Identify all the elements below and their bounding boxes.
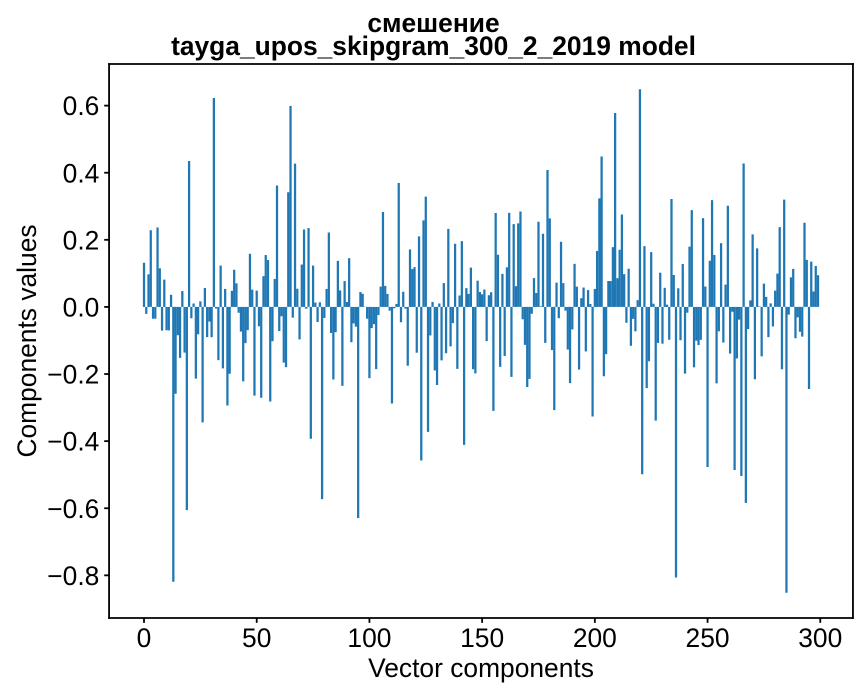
svg-text:0.4: 0.4 xyxy=(63,158,100,188)
svg-text:100: 100 xyxy=(347,623,391,653)
svg-text:−0.4: −0.4 xyxy=(47,427,99,457)
svg-text:250: 250 xyxy=(686,623,730,653)
svg-text:−0.2: −0.2 xyxy=(47,360,99,390)
svg-text:0.2: 0.2 xyxy=(63,225,100,255)
svg-text:Components values: Components values xyxy=(12,224,42,457)
svg-text:tayga_upos_skipgram_300_2_2019: tayga_upos_skipgram_300_2_2019 model xyxy=(171,31,696,61)
svg-text:−0.6: −0.6 xyxy=(47,494,99,524)
svg-text:150: 150 xyxy=(460,623,504,653)
svg-text:0.6: 0.6 xyxy=(63,91,100,121)
svg-text:200: 200 xyxy=(573,623,617,653)
svg-text:0: 0 xyxy=(137,623,152,653)
svg-text:0.0: 0.0 xyxy=(63,292,100,322)
svg-text:−0.8: −0.8 xyxy=(47,561,99,591)
svg-text:50: 50 xyxy=(242,623,271,653)
svg-text:Vector components: Vector components xyxy=(368,653,594,683)
svg-text:300: 300 xyxy=(798,623,842,653)
